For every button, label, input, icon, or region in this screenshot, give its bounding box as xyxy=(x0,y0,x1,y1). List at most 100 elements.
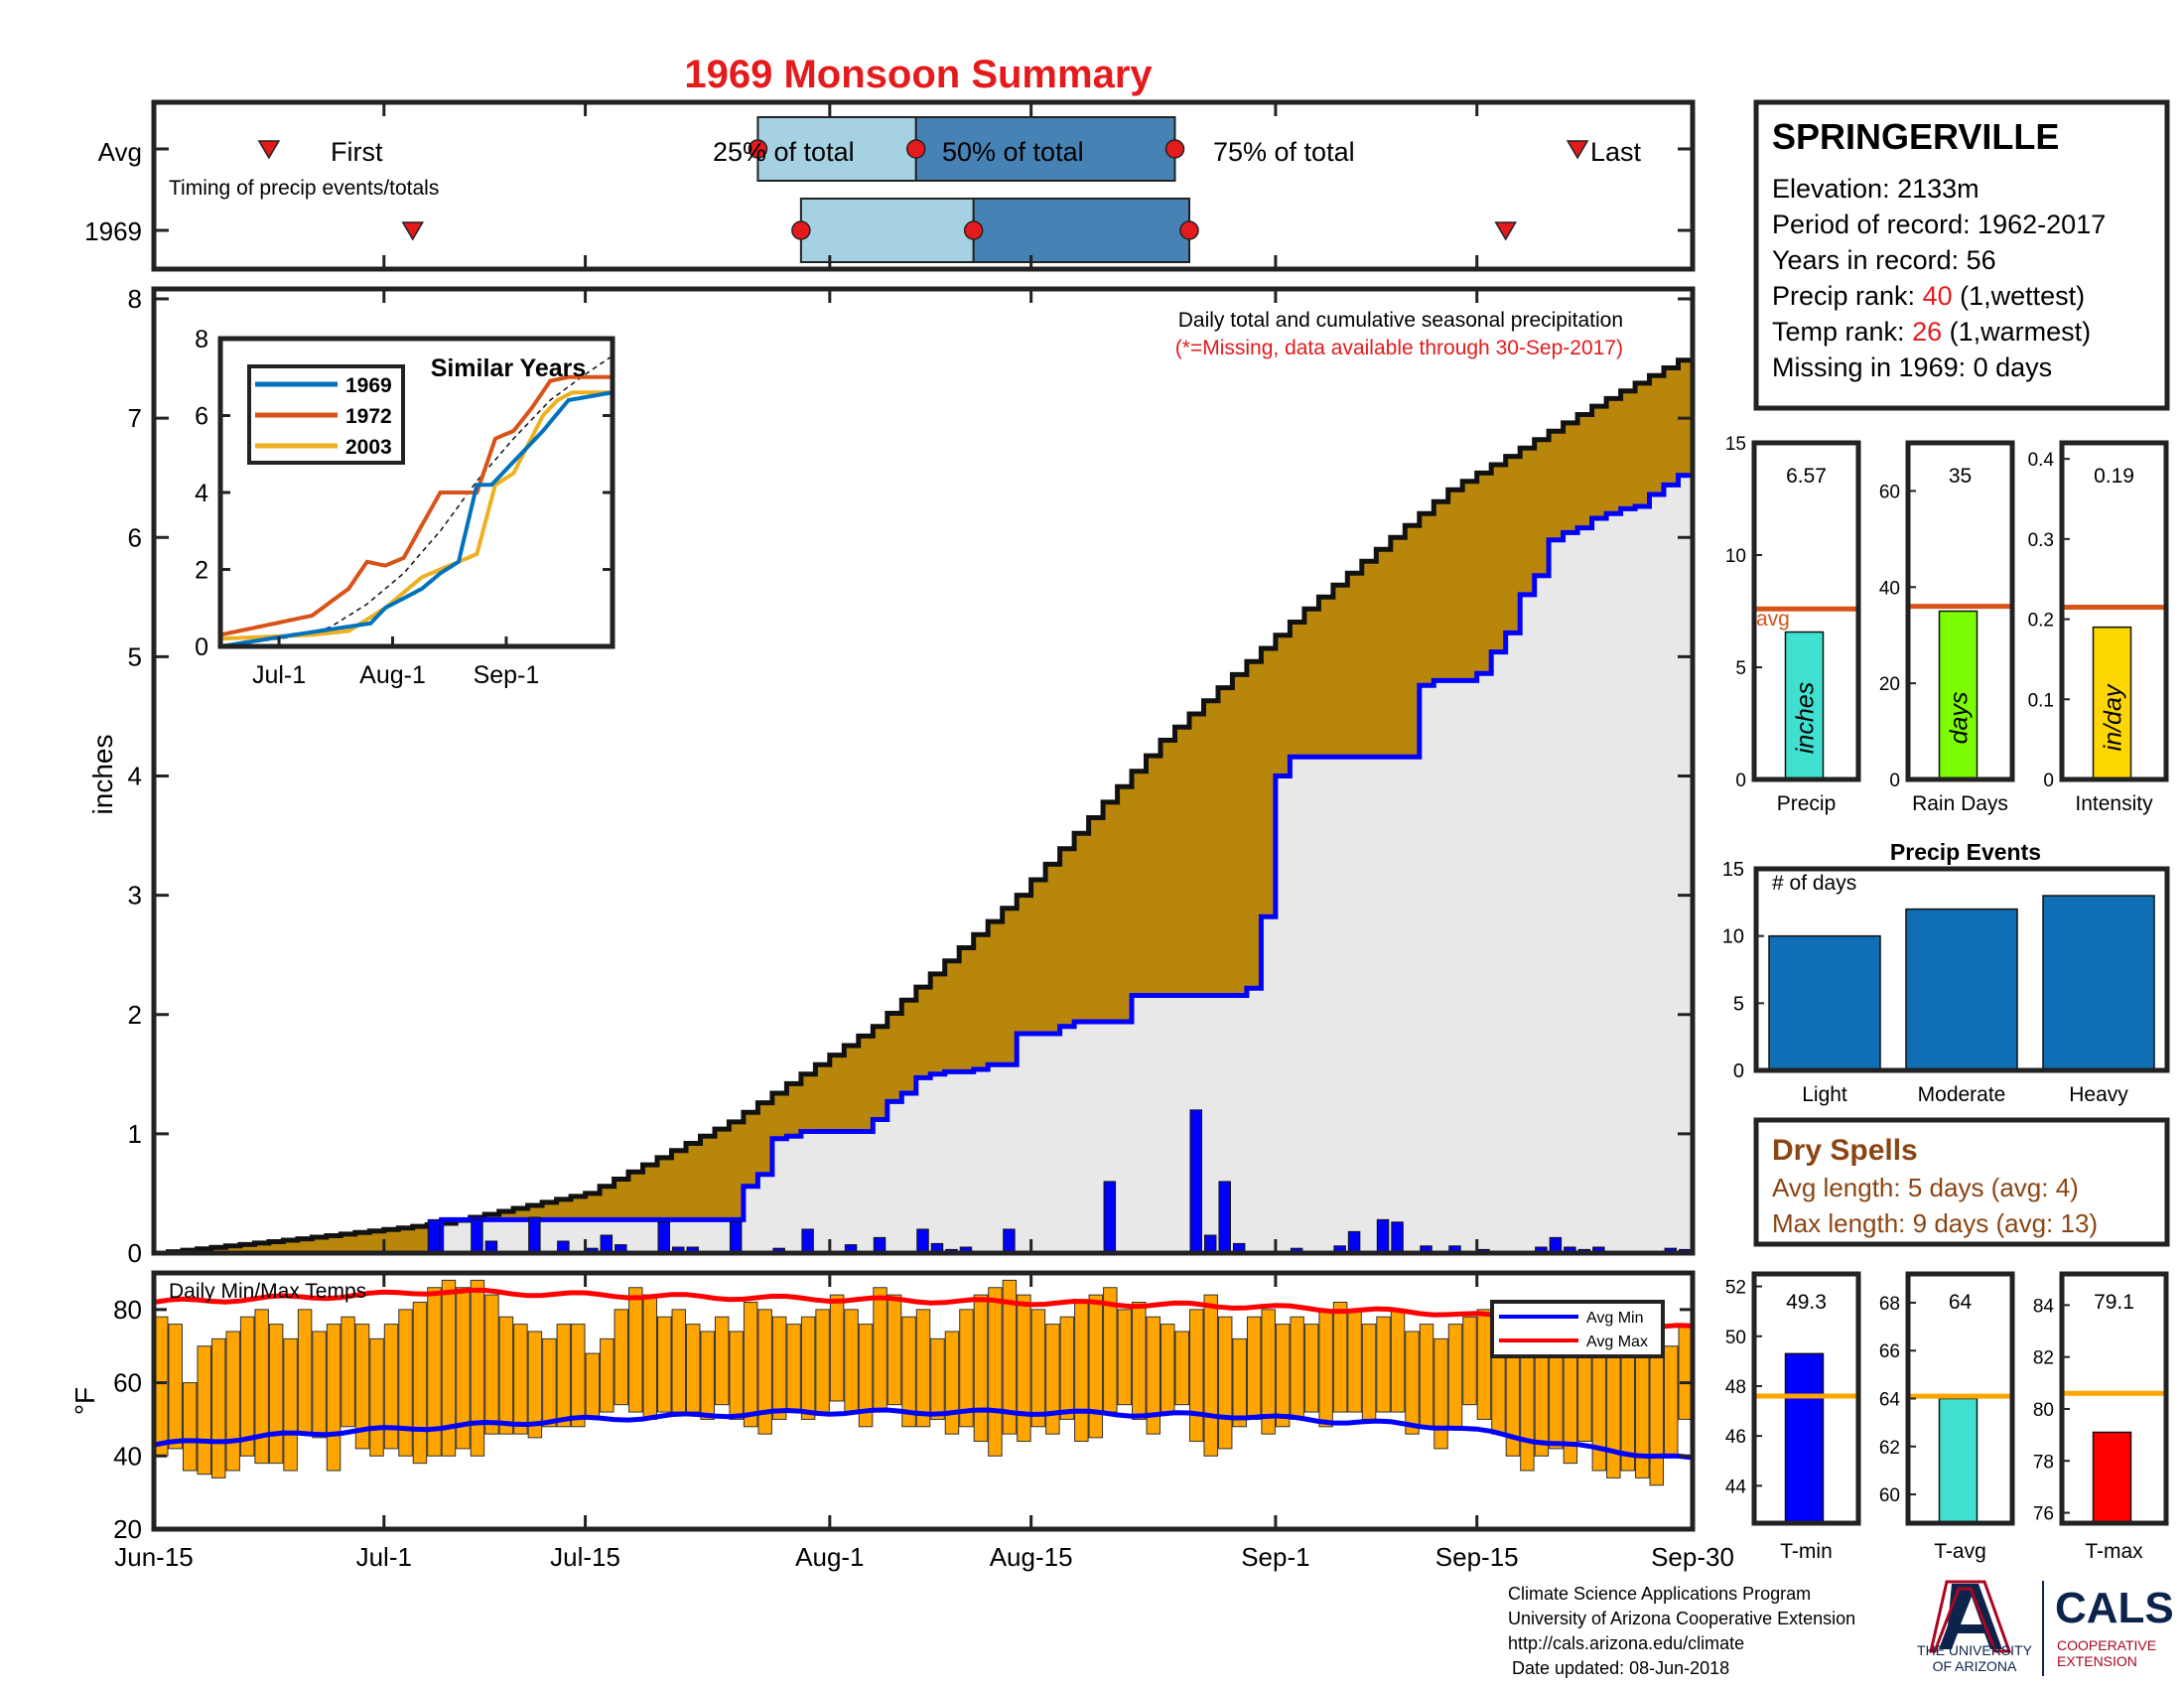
precip-panel-name: Rain Days xyxy=(1912,792,2008,815)
daily-temp-bar xyxy=(944,1331,960,1435)
daily-temp-bar xyxy=(1520,1337,1535,1472)
temp-ytick-label: 80 xyxy=(2033,1400,2054,1421)
timing-first-label: First xyxy=(331,137,383,167)
precip-ytick-label: 10 xyxy=(1725,546,1746,567)
temp-value-label: 49.3 xyxy=(1786,1291,1827,1314)
daily-precip-bar xyxy=(600,1234,614,1254)
daily-temp-bar xyxy=(930,1337,945,1420)
timing-dot-q50-year_1969 xyxy=(963,220,984,240)
precip-ytick-label: 0 xyxy=(2043,771,2054,791)
daily-precip-bar xyxy=(1189,1109,1202,1254)
timing-q75-label: 75% of total xyxy=(1213,137,1355,167)
daily-temp-bar xyxy=(1433,1337,1448,1450)
daily-temp-bar xyxy=(614,1309,629,1406)
temp-ytick-label: 48 xyxy=(1725,1377,1746,1398)
precip-value-bar-Precip xyxy=(1784,631,1825,780)
precip-plot xyxy=(154,352,1696,1256)
dry-spells-max: Max length: 9 days (avg: 13) xyxy=(1772,1208,2098,1238)
precip-event-bar-light xyxy=(1768,934,1881,1071)
daily-temp-bar xyxy=(268,1324,284,1465)
daily-temp-bar xyxy=(800,1316,816,1420)
daily-temp-bar xyxy=(326,1324,341,1472)
daily-temp-bar xyxy=(1347,1309,1362,1413)
daily-temp-bar xyxy=(456,1287,471,1450)
daily-temp-bar xyxy=(1577,1345,1592,1443)
dry-spells-title: Dry Spells xyxy=(1772,1134,1918,1167)
timing-box-q50-q75-year_1969 xyxy=(972,198,1190,263)
daily-temp-bar xyxy=(1290,1316,1304,1420)
daily-temp-bar xyxy=(671,1309,686,1413)
daily-temp-bar xyxy=(714,1316,730,1406)
university-of-arizona-logo: THE UNIVERSITY OF ARIZONA xyxy=(1917,1580,2033,1674)
precip-event-category: Light xyxy=(1802,1083,1847,1106)
daily-temp-bar xyxy=(1678,1324,1694,1420)
timing-dot-q75-year_1969 xyxy=(1179,220,1199,240)
daily-temp-bar xyxy=(915,1309,931,1428)
daily-temp-bar xyxy=(685,1324,701,1413)
daily-temp-bar xyxy=(383,1324,399,1450)
timing-dot-q50-avg xyxy=(906,139,926,159)
precip-unit-label: inches xyxy=(1792,682,1820,754)
precip-panel-frame xyxy=(2059,440,2169,782)
footer: Climate Science Applications Program Uni… xyxy=(1508,1584,1855,1678)
footer-line-1: Climate Science Applications Program xyxy=(1508,1584,1811,1604)
cumulative-1969-line xyxy=(154,469,1696,1256)
cals-logo-line-2: EXTENSION xyxy=(2057,1653,2137,1669)
inset-legend: 1969 1972 2003 xyxy=(247,364,405,465)
station-info-box: SPRINGERVILLE Elevation: 2133m Period of… xyxy=(1753,99,2170,411)
station-precip-rank: Precip rank: 40 (1,wettest) xyxy=(1772,281,2085,311)
daily-temp-bar xyxy=(441,1279,457,1457)
daily-temp-bar xyxy=(1649,1337,1665,1486)
precip-panel: 0 1 2 3 4 5 6 7 8 inches Daily total and cumulat… xyxy=(87,284,1696,1268)
temp-legend: Avg Min Avg Max xyxy=(1490,1300,1665,1358)
temp-value-label: 64 xyxy=(1949,1291,1973,1314)
daily-temp-bar xyxy=(513,1324,528,1435)
daily-temp-bar xyxy=(1664,1345,1679,1457)
precip-event-ytick-label: 15 xyxy=(1722,859,1744,881)
ua-logo-line-1: THE UNIVERSITY xyxy=(1917,1642,2033,1658)
daily-precip-bar xyxy=(1003,1228,1016,1254)
daily-temp-bar xyxy=(571,1324,586,1428)
daily-temp-bar xyxy=(1132,1301,1147,1420)
precip-ytick-label: 3 xyxy=(128,881,142,911)
daily-temp-bar xyxy=(225,1331,240,1472)
temp-ytick-label: 78 xyxy=(2033,1452,2054,1473)
avg-cumulative-line xyxy=(154,352,1696,1256)
inset-title: Similar Years xyxy=(431,354,587,382)
precip-note-2: (*=Missing, data available through 30-Se… xyxy=(1175,337,1623,359)
footer-line-2: University of Arizona Cooperative Extens… xyxy=(1508,1609,1855,1628)
temp-ytick-label: 64 xyxy=(1879,1390,1901,1411)
daily-temp-bar xyxy=(354,1324,370,1450)
timing-marks xyxy=(152,104,1695,267)
precip-ytick-label: 1 xyxy=(128,1119,142,1149)
precip-note-1: Daily total and cumulative seasonal prec… xyxy=(1178,309,1623,332)
temp-value-bar-T-min xyxy=(1784,1352,1825,1524)
precip-value-label: 6.57 xyxy=(1786,465,1827,488)
daily-precip-bar xyxy=(657,1221,670,1254)
precip-ytick-label: 5 xyxy=(128,641,142,671)
seasonal-precip-stats: 6.57 Precip 0 5 10 15 inches avg 35 Rain Days 0 20 4… xyxy=(1725,434,2169,815)
precip-events-ylabel: # of days xyxy=(1772,872,1856,895)
timing-triangle-last-avg xyxy=(1566,140,1589,160)
inset-xtick-label: Jul-1 xyxy=(252,661,306,689)
temp-legend-avg-max: Avg Max xyxy=(1586,1334,1648,1350)
timing-caption: Timing of precip events/totals xyxy=(169,177,439,200)
date-tick-label: Jul-1 xyxy=(356,1542,412,1572)
daily-temp-bar xyxy=(657,1316,672,1413)
daily-temp-bar xyxy=(815,1309,830,1413)
temp-ytick-label: 66 xyxy=(1879,1341,1900,1362)
daily-temp-bar xyxy=(283,1337,298,1472)
timing-box-q25-q50-year_1969 xyxy=(799,198,975,263)
daily-temp-bar xyxy=(1390,1309,1406,1413)
daily-temp-bar xyxy=(1419,1324,1434,1428)
temp-ytick-label: 40 xyxy=(113,1441,142,1471)
daily-temp-bar xyxy=(1246,1316,1262,1420)
daily-temp-bar xyxy=(1332,1301,1348,1413)
station-name: SPRINGERVILLE xyxy=(1772,116,2059,157)
precip-unit-label: days xyxy=(1946,692,1974,745)
precip-ytick-label: 60 xyxy=(1879,482,1900,502)
avg-surplus-area xyxy=(154,352,1693,1254)
daily-temp-bar xyxy=(700,1331,715,1420)
daily-temp-bar xyxy=(154,1316,169,1457)
